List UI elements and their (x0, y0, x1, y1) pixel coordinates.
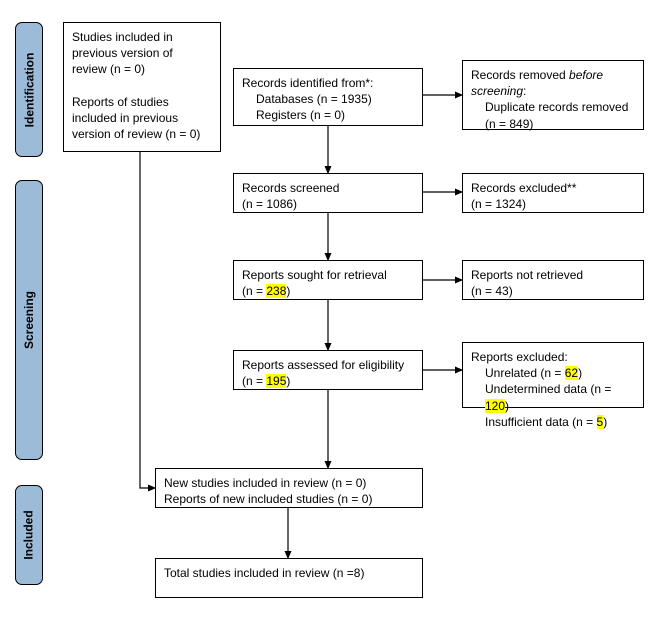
box-new-included: New studies included in review (n = 0)Re… (155, 468, 423, 508)
box-sought: Reports sought for retrieval(n = 238) (233, 260, 423, 300)
box-excluded: Records excluded**(n = 1324) (462, 173, 644, 213)
box-not-retrieved: Reports not retrieved(n = 43) (462, 260, 644, 300)
box-total: Total studies included in review (n =8) (155, 558, 423, 598)
box-removed-before: Records removed beforescreening:Duplicat… (462, 60, 644, 130)
stage-identification-label: Identification (22, 52, 36, 127)
box-assessed: Reports assessed for eligibility(n = 195… (233, 350, 423, 390)
stage-screening: Screening (15, 180, 43, 460)
box-prev-version: Studies included inprevious version ofre… (63, 22, 221, 152)
box-reports-excluded: Reports excluded:Unrelated (n = 62)Undet… (462, 342, 644, 408)
stage-screening-label: Screening (22, 291, 36, 349)
box-screened: Records screened(n = 1086) (233, 173, 423, 213)
box-identified: Records identified from*:Databases (n = … (233, 68, 423, 126)
stage-identification: Identification (15, 22, 43, 157)
stage-included-label: Included (22, 510, 36, 559)
stage-included: Included (15, 485, 43, 585)
